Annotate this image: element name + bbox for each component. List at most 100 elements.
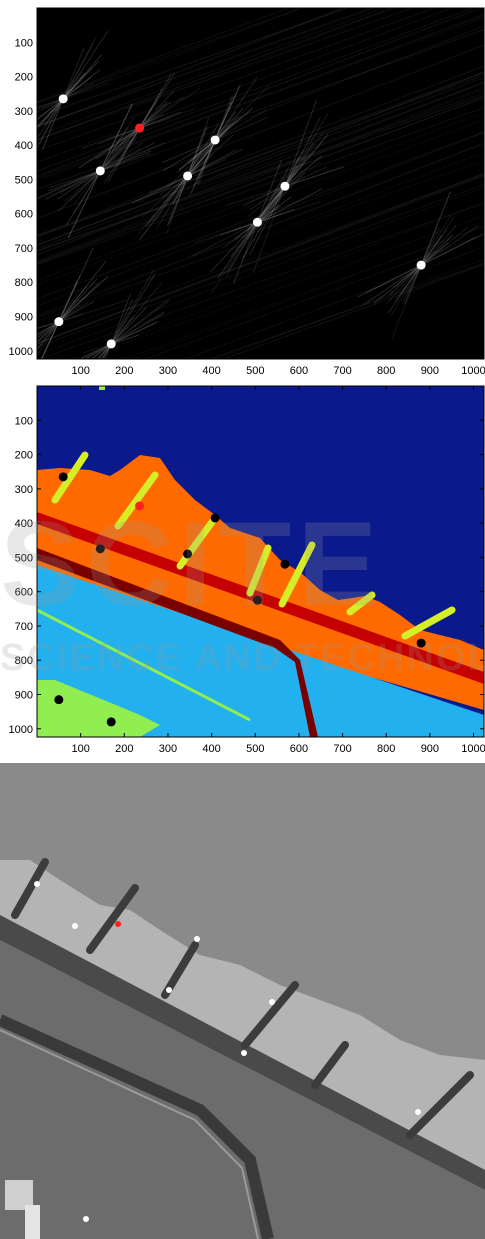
- texture-streak: [234, 221, 258, 239]
- texture-streak: [98, 343, 112, 359]
- data-point: [210, 135, 220, 145]
- texture-streak: [110, 299, 134, 345]
- photo-marker: [269, 999, 275, 1005]
- texture-streak: [257, 165, 298, 223]
- x-tick-label: 400: [202, 365, 220, 377]
- texture-streak: [165, 175, 189, 235]
- texture-streak: [99, 139, 137, 172]
- texture-streak: [58, 299, 127, 323]
- texture-streak: [99, 116, 135, 172]
- texture-streak: [163, 139, 216, 171]
- x-tick-label: 100: [71, 743, 89, 755]
- texture-streak: [284, 112, 329, 187]
- texture-streak: [420, 224, 480, 266]
- y-tick-label: 100: [15, 415, 33, 427]
- texture-streak: [78, 127, 140, 169]
- texture-streak: [187, 154, 214, 177]
- texture-streak: [37, 321, 60, 335]
- texture-streak: [37, 321, 60, 344]
- texture-streak: [420, 191, 452, 266]
- y-tick-label: 1000: [9, 346, 33, 358]
- y-tick-label: 600: [15, 587, 33, 599]
- texture-streak: [37, 95, 484, 252]
- texture-streak: [37, 8, 483, 177]
- data-point: [183, 549, 193, 559]
- texture-streak: [37, 8, 350, 117]
- texture-streak: [110, 321, 157, 345]
- texture-streak: [284, 150, 314, 187]
- texture-streak: [284, 156, 300, 187]
- texture-streak: [62, 44, 94, 100]
- texture-streak: [420, 235, 443, 266]
- texture-streak: [37, 321, 60, 337]
- panel-3: [0, 763, 485, 1239]
- texture-streak: [59, 170, 101, 194]
- texture-streak: [373, 264, 422, 304]
- texture-streak: [41, 98, 64, 125]
- texture-streak: [356, 264, 422, 298]
- texture-streak: [110, 293, 131, 345]
- photo-road-edge: [0, 1029, 259, 1239]
- data-point: [58, 94, 68, 104]
- texture-streak: [96, 343, 112, 359]
- texture-streak: [257, 188, 323, 223]
- texture-streak: [270, 186, 286, 217]
- texture-streak: [394, 264, 422, 301]
- texture-streak: [230, 221, 258, 258]
- texture-streak: [58, 286, 87, 322]
- region-grass: [37, 680, 160, 737]
- texture-streak: [104, 343, 112, 359]
- texture-streak: [420, 227, 441, 266]
- region-green-speck: [99, 386, 105, 390]
- watermark-line1: SCITE: [0, 497, 383, 631]
- watermark: SCITE SCIENCE AND TECHNOLOGY: [0, 497, 485, 679]
- texture-streak: [103, 343, 112, 359]
- x-tick-label: 600: [290, 365, 308, 377]
- data-point: [280, 181, 290, 191]
- texture-streak: [107, 127, 141, 182]
- texture-streak: [77, 343, 112, 359]
- texture-streak: [37, 82, 484, 250]
- texture-streak: [37, 77, 484, 246]
- texture-streak: [111, 334, 140, 345]
- texture-streak: [184, 246, 484, 359]
- texture-streak: [257, 172, 288, 223]
- texture-streak: [166, 175, 189, 226]
- texture-streak: [246, 185, 286, 240]
- texture-streak: [214, 95, 234, 141]
- texture-streak: [100, 142, 166, 172]
- texture-streak: [37, 71, 484, 247]
- x-tick-label: 200: [115, 743, 133, 755]
- texture-streak: [37, 74, 484, 237]
- texture-streak: [162, 175, 188, 205]
- texture-streak: [44, 98, 64, 126]
- texture-streak: [62, 77, 112, 100]
- texture-streak: [390, 264, 422, 316]
- texture-streak: [420, 229, 448, 266]
- texture-streak: [221, 263, 484, 359]
- data-point: [106, 717, 116, 727]
- texture-streak: [72, 170, 101, 215]
- region-beach: [37, 455, 484, 710]
- texture-streak: [420, 236, 477, 266]
- region-grass-strip: [37, 608, 251, 722]
- accumulator-texture: [37, 8, 484, 359]
- texture-streak: [387, 264, 422, 314]
- texture-streak: [257, 187, 285, 223]
- texture-streak: [217, 221, 258, 279]
- texture-streak: [214, 109, 268, 141]
- texture-streak: [110, 320, 160, 345]
- texture-streak: [214, 109, 252, 141]
- texture-streak: [62, 82, 95, 100]
- texture-streak: [37, 321, 60, 347]
- texture-streak: [37, 44, 484, 220]
- texture-streak: [37, 98, 64, 120]
- texture-streak: [214, 95, 233, 141]
- texture-streak: [97, 127, 140, 145]
- texture-streak: [156, 175, 189, 229]
- texture-streak: [99, 103, 133, 172]
- texture-streak: [37, 321, 60, 351]
- texture-streak: [139, 101, 172, 129]
- texture-streak: [37, 13, 484, 181]
- texture-streak: [214, 92, 238, 141]
